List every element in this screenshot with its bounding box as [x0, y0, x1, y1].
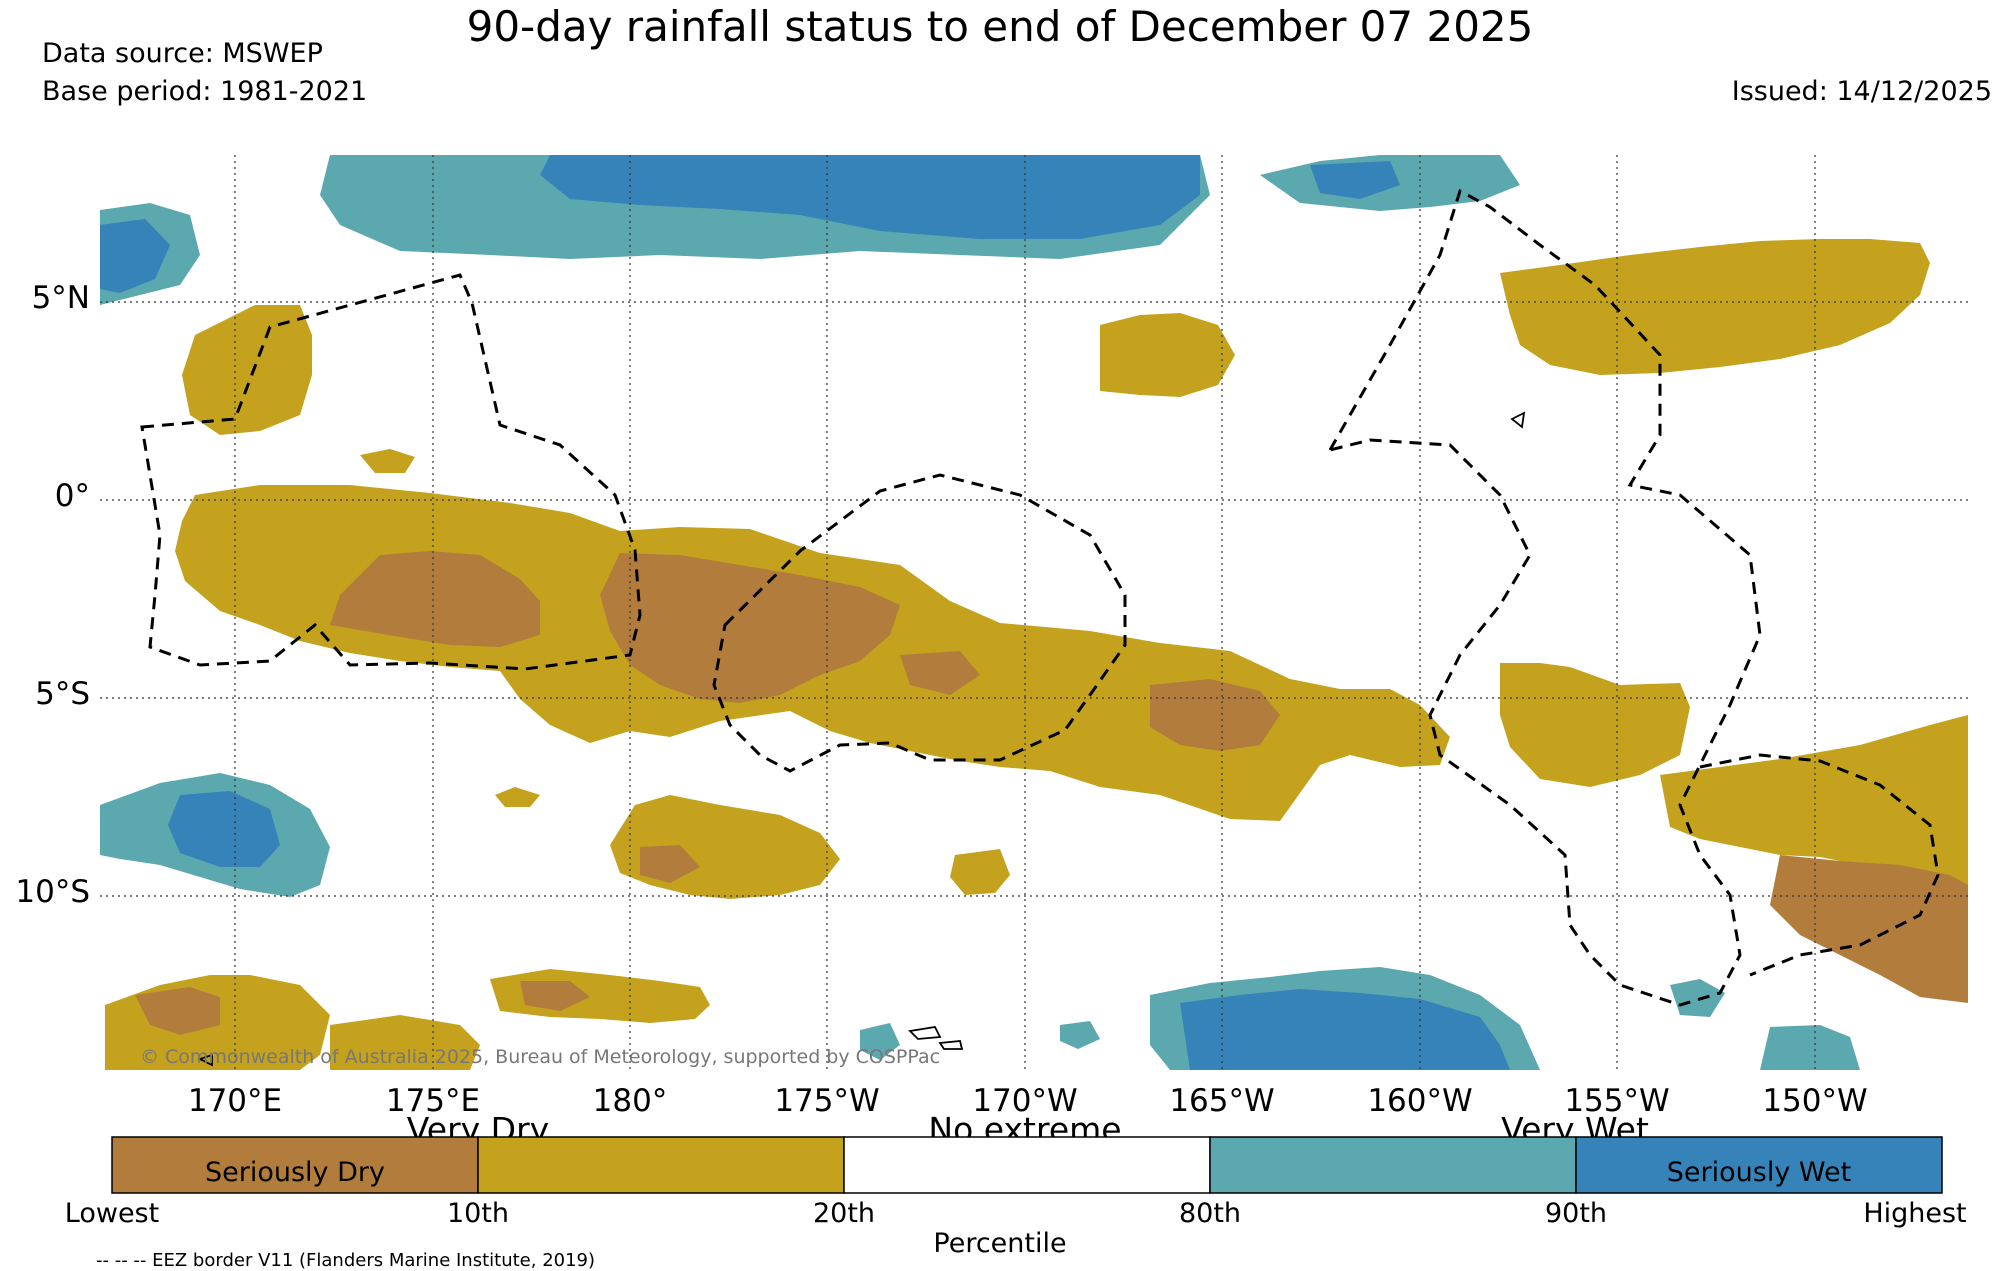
issued-date-label: Issued: 14/12/2025: [1731, 76, 1992, 107]
legend-segment-very-wet: [1209, 1136, 1577, 1194]
eez-border-note: -- -- -- EEZ border V11 (Flanders Marine…: [96, 1250, 596, 1271]
lat-label-0: 0°: [54, 478, 90, 514]
lon-label-155w: 155°W: [1564, 1083, 1670, 1119]
legend-segment-seriously-wet: [1575, 1136, 1943, 1194]
lon-label-175w: 175°W: [774, 1083, 880, 1119]
copyright-notice: © Commonwealth of Australia 2025, Bureau…: [140, 1046, 941, 1068]
legend-tick-80th: 80th: [1178, 1198, 1242, 1229]
legend-segment-seriously-dry: [111, 1136, 479, 1194]
lat-label-5s: 5°S: [35, 676, 90, 712]
seriously-dry-regions: [135, 551, 1968, 1035]
lat-label-5n: 5°N: [31, 280, 90, 316]
lon-label-165w: 165°W: [1169, 1083, 1275, 1119]
legend-tick-10th: 10th: [446, 1198, 510, 1229]
lon-label-150w: 150°W: [1762, 1083, 1868, 1119]
lon-label-160w: 160°W: [1367, 1083, 1473, 1119]
legend-tick-highest: Highest: [1863, 1198, 1967, 1229]
map-canvas: [100, 155, 1968, 1070]
base-period-label: Base period: 1981-2021: [42, 76, 368, 107]
map-title: 90-day rainfall status to end of Decembe…: [466, 2, 1534, 51]
rainfall-map: [100, 155, 1968, 1070]
legend-segment-very-dry: [477, 1136, 845, 1194]
legend-colorbar: Seriously Dry Seriously Wet: [111, 1136, 1943, 1194]
legend-tick-lowest: Lowest: [64, 1198, 160, 1229]
lon-label-180: 180°: [592, 1083, 668, 1119]
data-source-label: Data source: MSWEP: [42, 38, 323, 69]
graticule: [100, 155, 1968, 1070]
lon-label-170e: 170°E: [187, 1083, 283, 1119]
legend-segment-no-extreme: [843, 1136, 1211, 1194]
eez-borders: [140, 188, 1940, 1007]
legend-tick-90th: 90th: [1544, 1198, 1608, 1229]
legend-tick-20th: 20th: [812, 1198, 876, 1229]
lon-label-170w: 170°W: [972, 1083, 1078, 1119]
legend-seriously-dry-label: Seriously Dry: [205, 1157, 385, 1188]
lat-label-10s: 10°S: [15, 874, 90, 910]
legend-axis-label: Percentile: [933, 1228, 1067, 1259]
legend-seriously-wet-label: Seriously Wet: [1667, 1157, 1851, 1188]
lon-label-175e: 175°E: [385, 1083, 481, 1119]
island-outlines: [197, 411, 1526, 1067]
seriously-wet-regions: [100, 155, 1510, 1070]
